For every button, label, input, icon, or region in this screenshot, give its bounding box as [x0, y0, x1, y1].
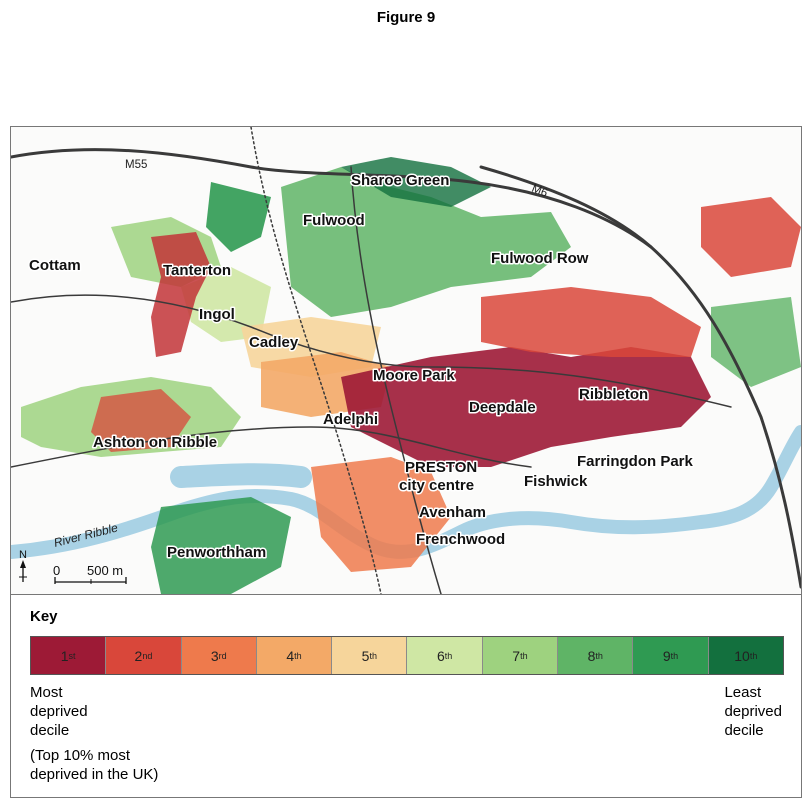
label-cadley: Cadley	[249, 334, 299, 351]
label-fishwick: Fishwick	[524, 473, 588, 490]
label-cottam: Cottam	[29, 257, 81, 274]
deprivation-zones	[21, 157, 801, 594]
label-ribbleton: Ribbleton	[579, 386, 648, 403]
label-fulwood: Fulwood	[303, 212, 365, 229]
label-m55: M55	[125, 159, 147, 171]
least-deprived-line-3: decile	[724, 722, 764, 739]
map-panel: Sharoe Green Fulwood Fulwood Row Cottam …	[10, 126, 802, 595]
label-avenham: Avenham	[419, 504, 486, 521]
label-moore-park: Moore Park	[373, 367, 455, 384]
main-road-2	[350, 166, 442, 594]
road-m6	[479, 165, 801, 589]
zone-decile-9-penwortham	[151, 497, 291, 594]
most-deprived-note-line-1: (Top 10% most	[30, 747, 131, 764]
label-ashton-on-ribble: Ashton on Ribble	[93, 434, 217, 451]
label-ingol: Ingol	[199, 306, 235, 323]
north-arrow-icon: N	[19, 549, 27, 582]
deprivation-map: Sharoe Green Fulwood Fulwood Row Cottam …	[11, 127, 801, 594]
main-road-3	[11, 426, 532, 468]
zone-decile-9	[206, 182, 271, 252]
scale-distance: 500 m	[87, 563, 123, 578]
zone-decile-6	[181, 267, 271, 342]
label-adelphi: Adelphi	[323, 411, 378, 428]
label-m6: M6	[530, 183, 549, 200]
place-labels: Sharoe Green Fulwood Fulwood Row Cottam …	[28, 171, 696, 563]
road-m55	[11, 148, 653, 249]
label-sharoe-green: Sharoe Green	[351, 172, 449, 189]
least-deprived-label: Least deprived decile	[724, 683, 782, 740]
zone-decile-2-tanterton	[151, 232, 211, 357]
most-deprived-line-3: decile	[30, 722, 70, 739]
main-road-1	[11, 294, 732, 408]
label-city-centre: city centre	[399, 477, 474, 494]
label-farringdon-park: Farringdon Park	[577, 453, 694, 470]
most-deprived-line-2: deprived	[30, 703, 88, 720]
most-deprived-note-line-2: deprived in the UK)	[30, 766, 159, 783]
roads	[11, 127, 801, 594]
label-tanterton: Tanterton	[163, 262, 231, 279]
scale-bar: 0 500 m	[53, 563, 127, 584]
zone-decile-1-central	[341, 347, 711, 467]
zone-decile-2-ribbleton	[481, 287, 701, 357]
zone-decile-10	[341, 157, 491, 207]
label-deepdale: Deepdale	[469, 399, 536, 416]
zone-decile-3-ashton	[91, 389, 191, 452]
figure-title: Figure 9	[376, 9, 436, 26]
zone-decile-2-east	[701, 197, 801, 277]
railway	[250, 127, 382, 594]
least-deprived-line-2: deprived	[724, 703, 782, 720]
label-penworthham: Penworthham	[167, 544, 266, 561]
zone-decile-3-south	[311, 457, 451, 572]
scale-zero: 0	[53, 563, 60, 578]
most-deprived-label: Most deprived decile (Top 10% most depri…	[30, 683, 158, 784]
north-label: N	[19, 549, 27, 561]
most-deprived-line-1: Most	[30, 684, 63, 701]
key-title: Key	[30, 608, 58, 625]
zone-decile-8-east	[711, 297, 801, 387]
least-deprived-line-1: Least	[724, 684, 762, 701]
label-fulwood-row: Fulwood Row	[491, 250, 589, 267]
most-deprived-note: (Top 10% most deprived in the UK)	[30, 746, 158, 784]
label-frenchwood: Frenchwood	[416, 531, 505, 548]
label-preston: PRESTON	[405, 459, 477, 476]
